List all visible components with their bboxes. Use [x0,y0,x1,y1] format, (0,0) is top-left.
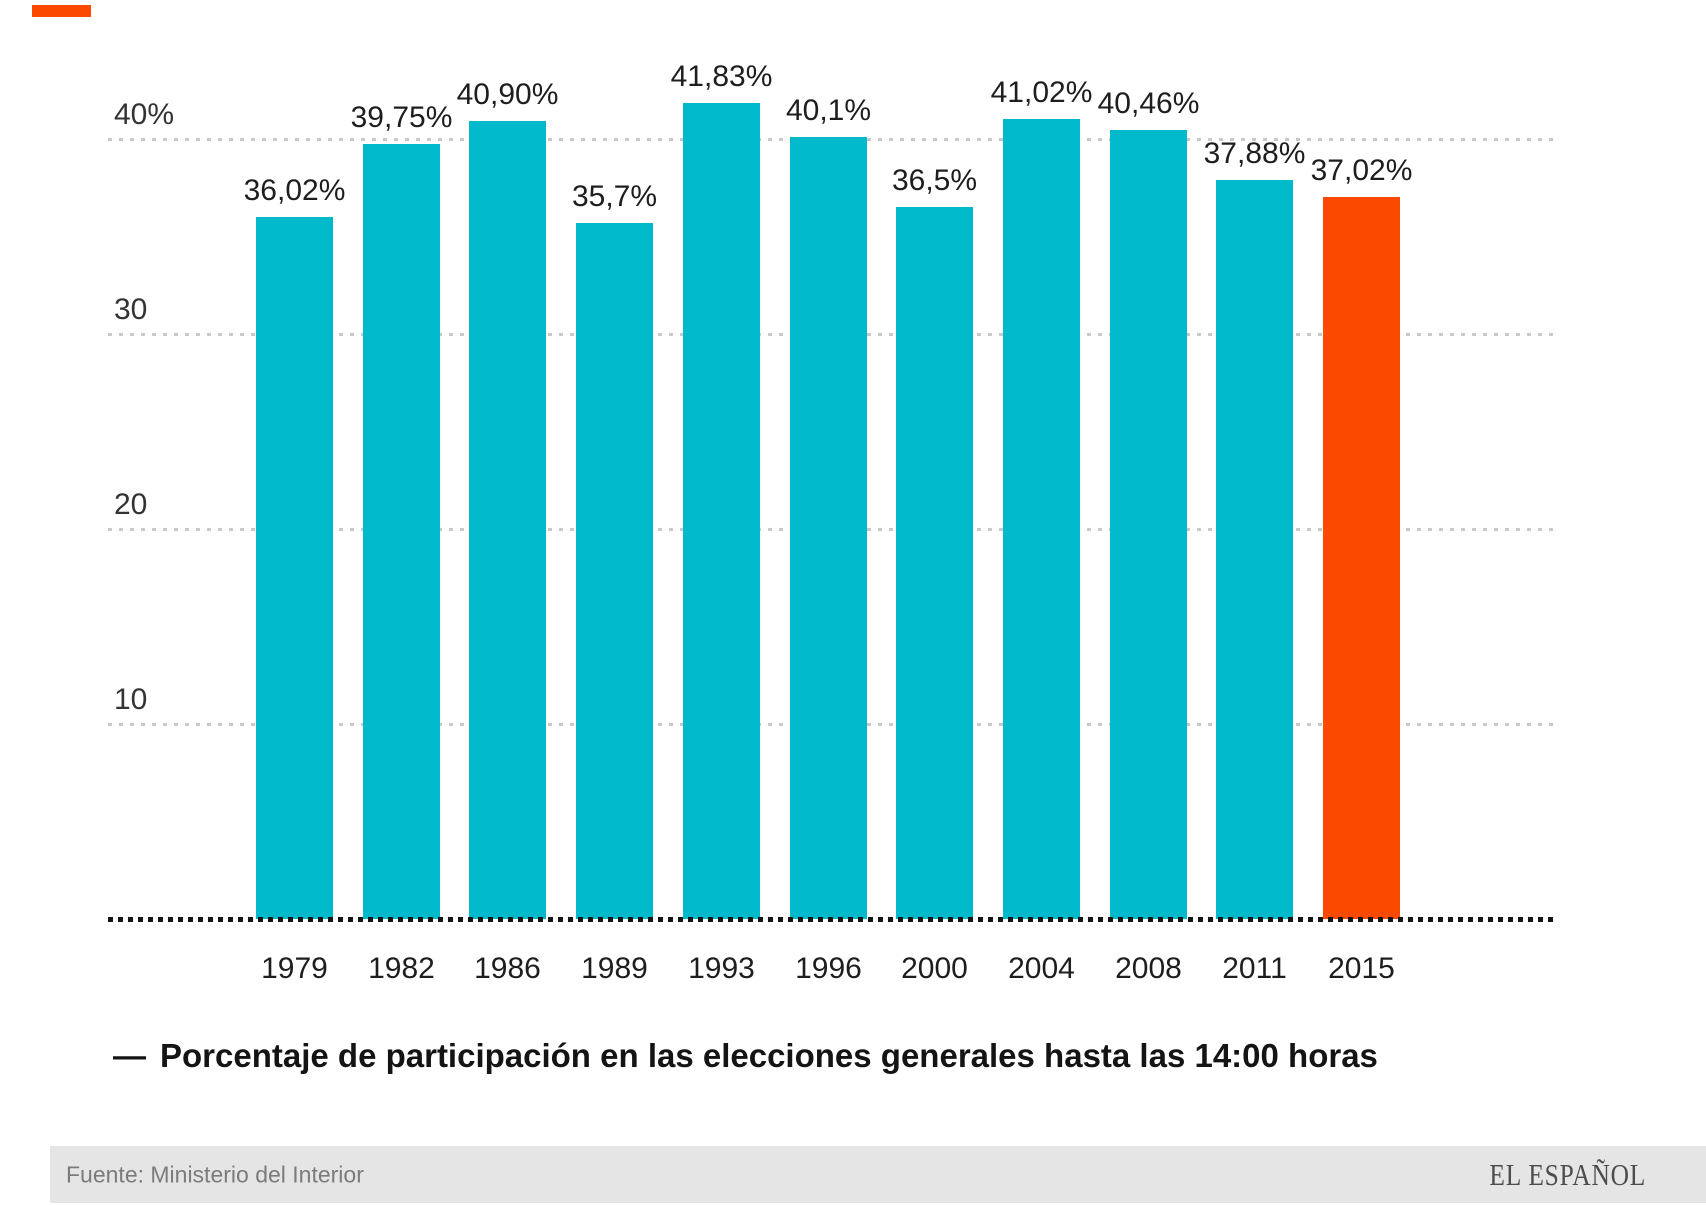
bar-value-label-2008: 40,46% [1097,87,1200,120]
bar-2011 [1216,180,1293,919]
bar-value-label-2004: 41,02% [990,76,1093,109]
bar-2008 [1110,130,1187,919]
bar-value-label-1982: 39,75% [350,101,453,134]
y-tick-label-10: 10 [114,683,148,716]
legend-dash-marker: — [113,1037,146,1074]
bar-value-label-1996: 40,1% [785,94,872,127]
bar-value-label-2011: 37,88% [1203,137,1306,170]
bar-1996 [790,137,867,919]
source-credit: Fuente: Ministerio del Interior [66,1161,364,1187]
y-tick-label-20: 20 [114,488,148,521]
bar-1986 [469,121,546,919]
bar-value-label-1989: 35,7% [571,180,658,213]
x-axis-baseline [108,917,1553,922]
bar-2015 [1323,197,1400,919]
x-axis-label-1996: 1996 [795,952,862,985]
y-tick-label-30: 30 [114,293,148,326]
x-axis-label-1989: 1989 [581,952,648,985]
x-axis-label-2015: 2015 [1328,952,1395,985]
bar-value-label-1993: 41,83% [670,60,773,93]
x-axis-label-2011: 2011 [1222,952,1287,985]
bar-2004 [1003,119,1080,919]
x-axis-label-2000: 2000 [901,952,968,985]
x-axis-label-1993: 1993 [688,952,755,985]
x-axis-label-1979: 1979 [261,952,328,985]
footer-bar: Fuente: Ministerio del Interior EL ESPAÑ… [50,1146,1706,1203]
chart-legend: — Porcentaje de participación en las ele… [113,1036,1378,1076]
x-axis-label-1982: 1982 [368,952,435,985]
bar-1979 [256,217,333,919]
bar-1989 [576,223,653,919]
y-tick-label-40: 40% [114,98,175,131]
x-axis-label-1986: 1986 [474,952,541,985]
bar-2000 [896,207,973,919]
publisher-logo: EL ESPAÑOL [1489,1156,1646,1192]
bar-value-label-1979: 36,02% [243,174,346,207]
bar-value-label-1986: 40,90% [456,78,559,111]
bar-value-label-2000: 36,5% [891,164,978,197]
bar-value-label-2015: 37,02% [1310,154,1413,187]
x-axis-label-2004: 2004 [1008,952,1075,985]
legend-label: Porcentaje de participación en las elecc… [160,1037,1378,1074]
x-axis-label-2008: 2008 [1115,952,1182,985]
bar-1982 [363,144,440,919]
brand-accent-mark [32,5,91,17]
bar-1993 [683,103,760,919]
